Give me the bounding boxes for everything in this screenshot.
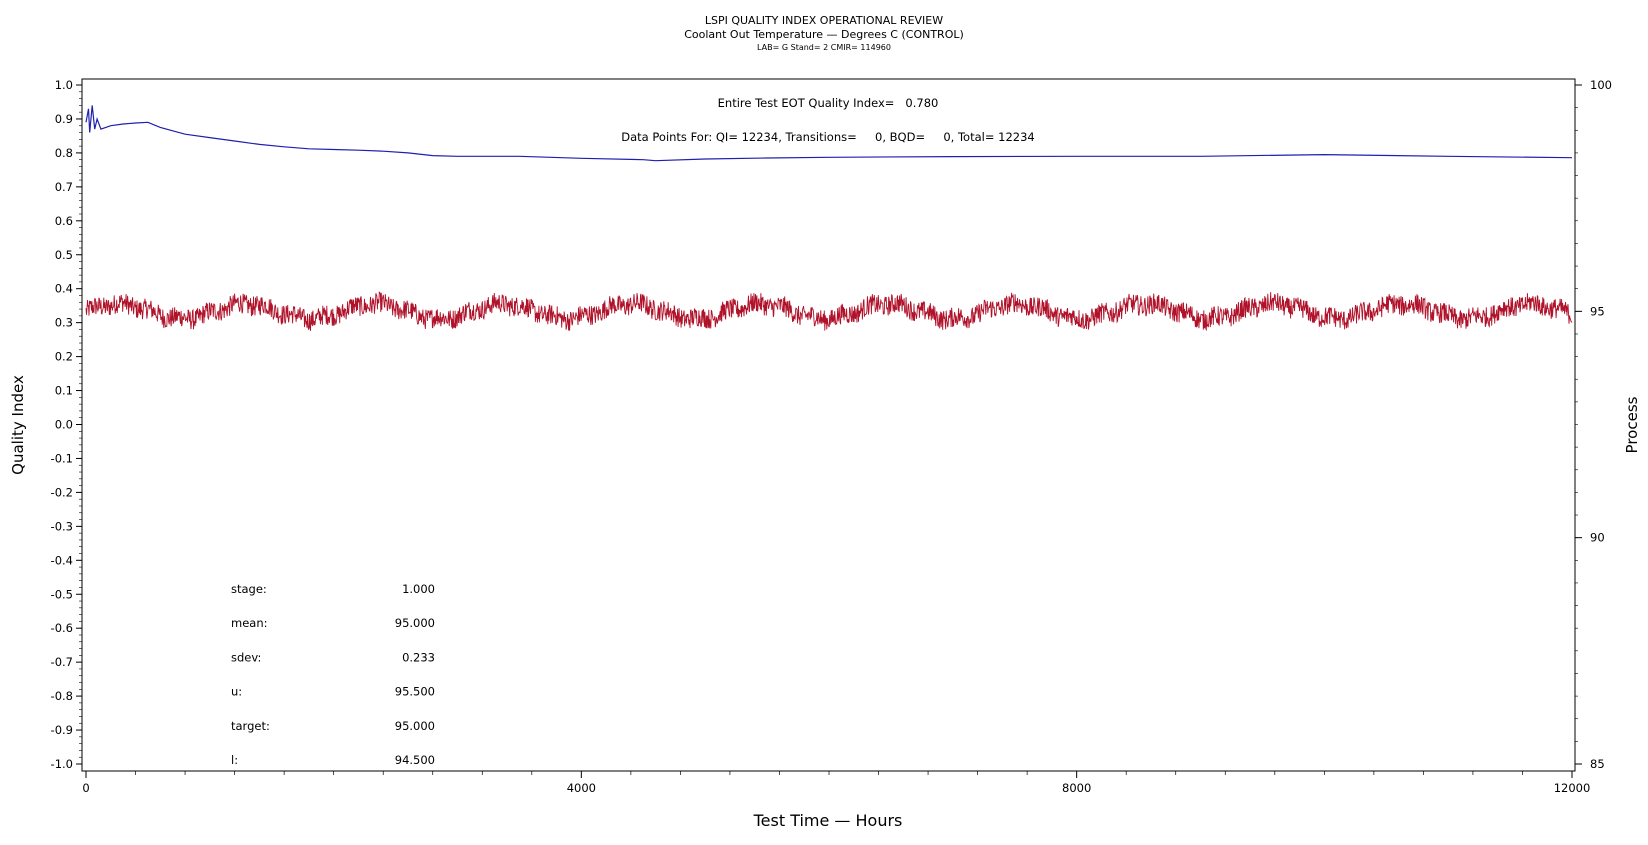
chart-subtitle: Coolant Out Temperature — Degrees C (CON… [684, 28, 964, 41]
bottom-axis: 0 4000 8000 12000 [82, 771, 1590, 795]
x-tick-label: 0 [82, 781, 89, 795]
y-tick-label: -0.4 [51, 553, 73, 567]
chart-subtitle-lab: LAB= G Stand= 2 CMIR= 114960 [757, 43, 891, 52]
y-tick-label: -0.2 [51, 485, 73, 499]
y-tick-label: 0.4 [55, 282, 73, 296]
y-tick-label: 0.2 [55, 350, 73, 364]
right-axis: 100 95 90 85 [1575, 78, 1612, 771]
series-process-line [85, 291, 1573, 332]
y-tick-label: -1.0 [51, 757, 73, 771]
y2-tick-label: 85 [1590, 757, 1605, 771]
y-tick-label: -0.9 [51, 723, 73, 737]
y-axis-label: Quality Index [9, 375, 27, 475]
x-tick-label: 8000 [1062, 781, 1091, 795]
y-tick-label: 0.1 [55, 384, 73, 398]
y-tick-label: -0.3 [51, 519, 73, 533]
y-tick-label: 1.0 [55, 78, 73, 92]
y-tick-label: 0.3 [55, 316, 73, 330]
stats-table: stage: 1.000 mean: 95.000 sdev: 0.233 u: 95.500… [231, 582, 435, 767]
series-quality-index-line [85, 105, 1573, 162]
x-tick-label: 12000 [1554, 781, 1591, 795]
stat-value: 95.000 [395, 616, 435, 630]
stat-value: 1.000 [402, 582, 435, 596]
stat-label: l: [231, 753, 238, 767]
y-tick-label: 0.9 [55, 112, 73, 126]
y2-tick-label: 90 [1590, 531, 1605, 545]
stat-label: mean: [231, 616, 268, 630]
stat-value: 94.500 [395, 753, 435, 767]
y2-axis-label: Process [1623, 396, 1641, 453]
plot-frame [81, 78, 1576, 772]
stat-value: 95.000 [395, 719, 435, 733]
stat-label: stage: [231, 582, 267, 596]
stat-value: 0.233 [402, 650, 435, 664]
y-tick-label: -0.5 [51, 587, 73, 601]
x-axis-label: Test Time — Hours [753, 811, 903, 830]
stat-value: 95.500 [395, 685, 435, 699]
y-tick-label: 0.0 [55, 418, 73, 432]
stat-label: target: [231, 719, 270, 733]
y-tick-label: 0.7 [55, 180, 73, 194]
data-points-annotation: Data Points For: QI= 12234, Transitions=… [621, 130, 1034, 144]
y-tick-label: 0.8 [55, 146, 73, 160]
eot-quality-annotation: Entire Test EOT Quality Index= 0.780 [718, 96, 939, 110]
y-tick-label: -0.7 [51, 655, 73, 669]
y-tick-label: 0.5 [55, 248, 73, 262]
left-axis: 1.0 0.9 0.8 0.7 0.6 0.5 0.4 0.3 0.2 0.1 0.0 -0.1 -0.… [51, 78, 82, 771]
chart-title: LSPI QUALITY INDEX OPERATIONAL REVIEW [704, 14, 944, 27]
y2-tick-label: 95 [1590, 304, 1605, 318]
y-tick-label: -0.1 [51, 451, 73, 465]
y-tick-label: -0.8 [51, 689, 73, 703]
y2-tick-label: 100 [1590, 78, 1612, 92]
stat-label: sdev: [231, 650, 261, 664]
stat-label: u: [231, 685, 242, 699]
x-tick-label: 4000 [567, 781, 596, 795]
y-tick-label: -0.6 [51, 621, 73, 635]
y-tick-label: 0.6 [55, 214, 73, 228]
